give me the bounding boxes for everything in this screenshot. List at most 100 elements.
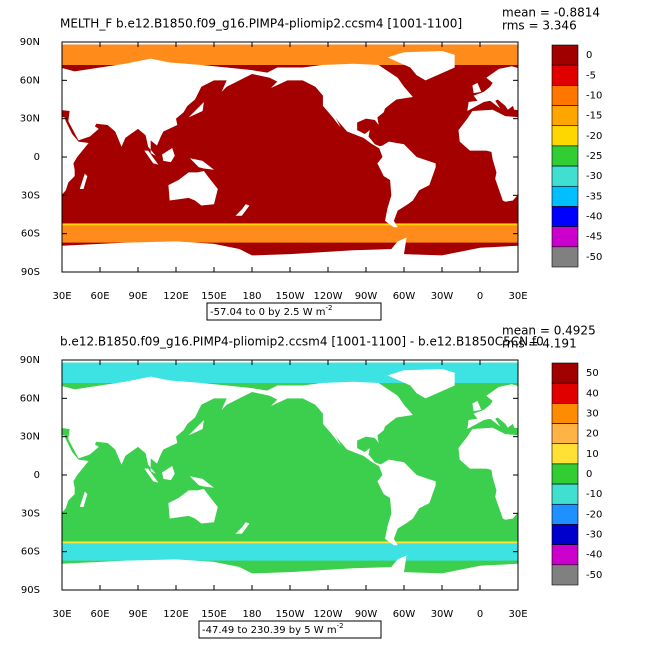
units-exponent: -2 [337, 622, 344, 630]
colorbar-label: 40 [586, 388, 599, 399]
colorbar-label: -30 [586, 171, 602, 182]
southern-band [62, 224, 518, 243]
x-tick-label: 120E [163, 291, 188, 302]
x-tick-label: 150W [276, 291, 305, 302]
map-content [62, 42, 518, 272]
contour-range: -57.04 to 0 by 2.5 W m [210, 307, 326, 318]
y-tick-label: 30S [21, 190, 40, 201]
colorbar-box [551, 483, 579, 505]
colorbar-box [551, 165, 579, 187]
map [62, 42, 518, 272]
colorbar-label: 50 [586, 368, 599, 379]
colorbar-box [551, 185, 579, 207]
colorbar-label: -20 [586, 509, 602, 520]
y-tick-label: 90N [20, 355, 40, 366]
colorbar-label: 30 [586, 408, 599, 419]
colorbar-box [551, 463, 579, 485]
colorbar-box [551, 443, 579, 465]
y-tick-label: 30N [20, 114, 40, 125]
contour-info: -47.49 to 230.39 by 5 W m-2 [202, 622, 344, 636]
southern-edge [62, 223, 518, 226]
colorbar-box [551, 64, 579, 86]
colorbar-box [551, 503, 579, 525]
x-tick-label: 30E [508, 609, 527, 620]
panel-title: b.e12.B1850.f09_g16.PIMP4-pliomip2.ccsm4… [60, 335, 544, 349]
y-tick-label: 60S [21, 229, 40, 240]
colorbar-box [551, 423, 579, 445]
colorbar-label: 0 [586, 469, 592, 480]
colorbar-label: -15 [586, 111, 602, 122]
colorbar-box [551, 564, 579, 586]
info-box [206, 302, 382, 321]
colorbar-box [551, 206, 579, 227]
colorbar-label: 0 [586, 50, 592, 61]
x-tick-label: 120W [314, 609, 343, 620]
y-tick-label: 60N [20, 75, 40, 86]
colorbar-box [551, 145, 579, 167]
colorbar-label: -50 [586, 570, 602, 581]
colorbar-label: -20 [586, 131, 602, 142]
x-tick-label: 120W [314, 291, 343, 302]
rms-label: rms = 4.191 [502, 337, 577, 351]
x-tick-label: 30W [431, 609, 454, 620]
map [62, 360, 518, 590]
panel-title: MELTH_F b.e12.B1850.f09_g16.PIMP4-pliomi… [60, 17, 462, 31]
colorbar-label: -5 [586, 70, 596, 81]
colorbar-box [551, 125, 579, 147]
x-tick-label: 90W [355, 609, 378, 620]
colorbar-box [551, 382, 579, 404]
x-tick-label: 30W [431, 291, 454, 302]
y-tick-label: 90S [21, 267, 40, 278]
colorbar-box [551, 524, 579, 545]
colorbar-box [551, 403, 579, 424]
x-tick-label: 60W [393, 291, 416, 302]
x-tick-label: 30E [52, 609, 71, 620]
x-tick-label: 120E [163, 609, 188, 620]
colorbar-box [551, 85, 579, 106]
x-tick-label: 90W [355, 291, 378, 302]
y-tick-label: 30S [21, 508, 40, 519]
y-tick-label: 30N [20, 432, 40, 443]
colorbar-box [551, 105, 579, 127]
y-tick-label: 90S [21, 585, 40, 596]
x-tick-label: 90E [128, 291, 147, 302]
colorbar-box [551, 44, 579, 66]
mean-label: mean = -0.8814 [502, 6, 600, 20]
colorbar-label: -40 [586, 212, 602, 223]
x-tick-label: 150E [201, 609, 226, 620]
x-tick-label: 30E [52, 291, 71, 302]
x-tick-label: 150E [201, 291, 226, 302]
y-tick-label: 0 [34, 152, 40, 163]
contour-range: -47.49 to 230.39 by 5 W m [202, 625, 337, 636]
contour-info: -57.04 to 0 by 2.5 W m-2 [210, 304, 333, 318]
x-tick-label: 30E [508, 291, 527, 302]
southern-band [62, 542, 518, 561]
colorbar-box [551, 246, 579, 268]
mean-label: mean = 0.4925 [502, 324, 596, 338]
colorbar-label: -10 [586, 489, 602, 500]
colorbar-label: -40 [586, 550, 602, 561]
rms-label: rms = 3.346 [502, 19, 577, 33]
colorbar-label: 10 [586, 449, 599, 460]
colorbar-box [551, 226, 579, 248]
colorbar-label: -25 [586, 151, 602, 162]
map-content [62, 360, 518, 590]
y-tick-label: 90N [20, 37, 40, 48]
x-tick-label: 0 [477, 291, 483, 302]
colorbar-label: 20 [586, 429, 599, 440]
x-tick-label: 180 [242, 291, 261, 302]
southern-edge [62, 541, 518, 544]
colorbar-label: -50 [586, 252, 602, 263]
x-tick-label: 60W [393, 609, 416, 620]
colorbar-label: -30 [586, 530, 602, 541]
units-exponent: -2 [326, 304, 333, 312]
x-tick-label: 180 [242, 609, 261, 620]
x-tick-label: 0 [477, 609, 483, 620]
colorbar-label: -35 [586, 191, 602, 202]
colorbar-box [551, 362, 579, 384]
x-tick-label: 90E [128, 609, 147, 620]
y-tick-label: 0 [34, 470, 40, 481]
y-tick-label: 60N [20, 393, 40, 404]
colorbar-label: -45 [586, 232, 602, 243]
